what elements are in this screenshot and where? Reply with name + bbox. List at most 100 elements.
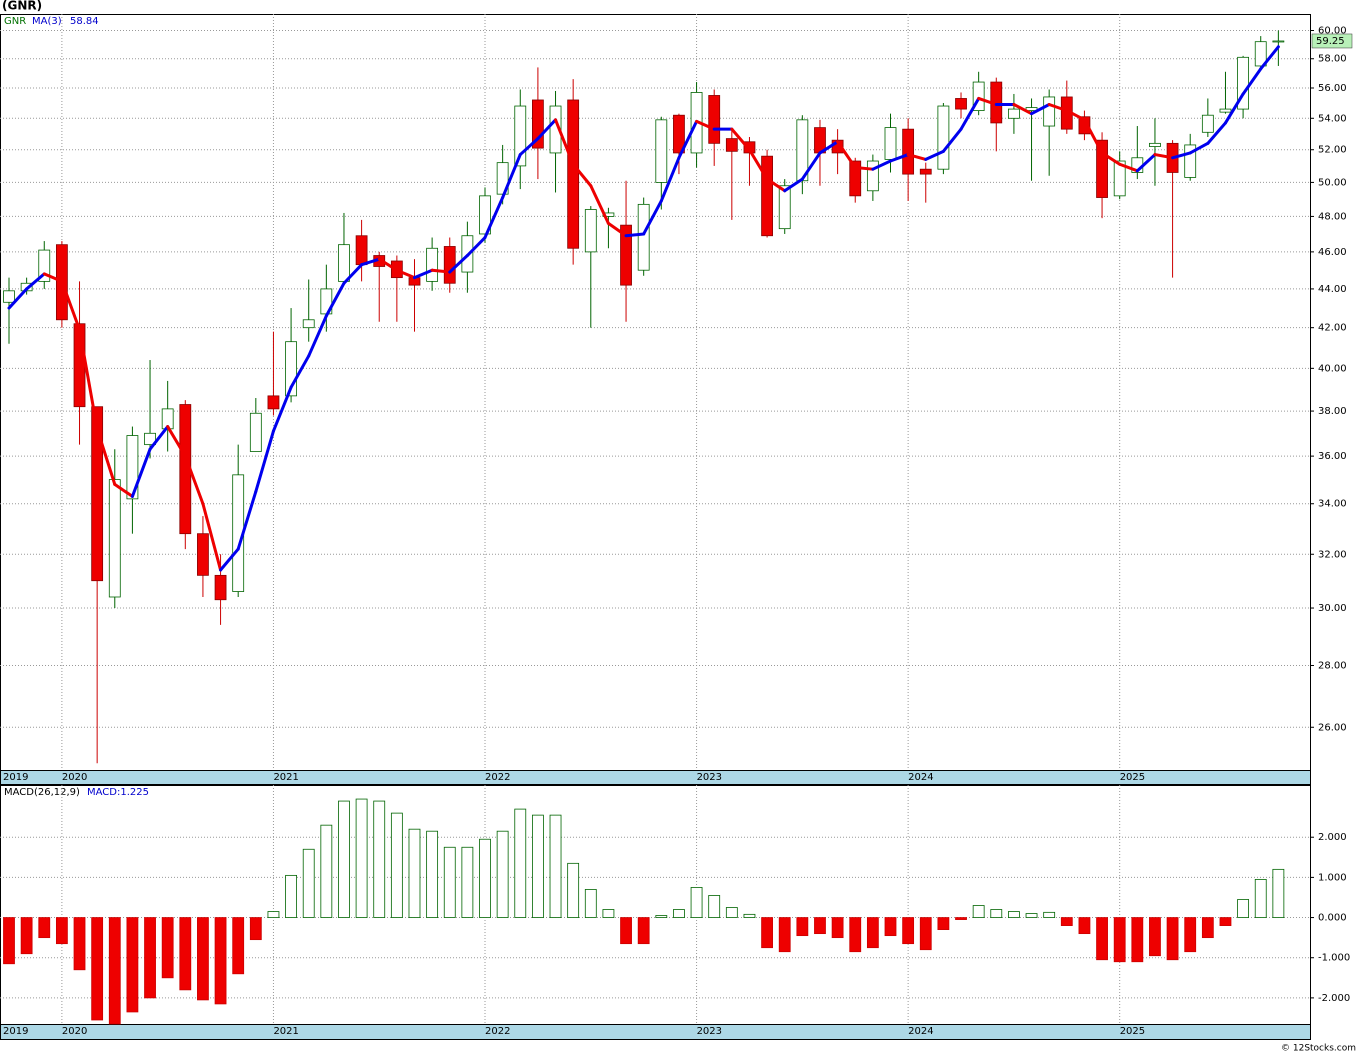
ma-segment xyxy=(95,427,117,486)
ma-segment xyxy=(959,96,981,131)
candle-body xyxy=(126,435,139,500)
ma-segment xyxy=(889,153,910,163)
date-strip xyxy=(0,1024,1311,1040)
ma-segment xyxy=(501,153,522,200)
ma-segment xyxy=(377,257,399,272)
ma-segment xyxy=(254,429,275,494)
ma-last-value: 58.84 xyxy=(70,16,99,27)
x-tick-label: 2025 xyxy=(1120,772,1145,783)
macd-bar xyxy=(584,889,597,918)
y-tick-label: 52.00 xyxy=(1318,145,1347,156)
macd-bar xyxy=(426,830,439,918)
candle-body xyxy=(919,168,932,175)
ma-segment xyxy=(113,482,134,498)
candle-body xyxy=(214,574,227,601)
x-tick-label: 2020 xyxy=(62,1026,87,1037)
macd-bar xyxy=(479,838,491,918)
ma-segment xyxy=(60,279,82,332)
candle-body xyxy=(761,155,773,237)
ma-segment xyxy=(1118,162,1139,173)
macd-bar xyxy=(355,798,368,918)
candle-body xyxy=(584,209,597,253)
ma-segment xyxy=(906,153,928,161)
macd-bar xyxy=(708,895,721,918)
macd-bar xyxy=(690,887,703,918)
x-tick-label: 2021 xyxy=(273,1026,298,1037)
ma-segment xyxy=(1135,153,1157,173)
candle-body xyxy=(144,432,156,446)
candle-body xyxy=(426,247,439,282)
macd-bar xyxy=(866,917,879,949)
macd-bar xyxy=(3,917,15,965)
ma-segment xyxy=(554,118,575,166)
candle-body xyxy=(549,105,562,154)
macd-bar xyxy=(849,917,862,953)
ma-segment xyxy=(360,257,381,267)
y-tick-label: 0.000 xyxy=(1318,913,1347,924)
macd-bar xyxy=(1272,868,1285,918)
candle-body xyxy=(197,533,209,576)
macd-bar xyxy=(549,814,562,918)
candle-body xyxy=(849,160,862,197)
macd-bar xyxy=(1184,917,1197,953)
ma-segment xyxy=(518,137,540,157)
ma-segment xyxy=(695,119,716,131)
candle-body xyxy=(778,185,791,230)
ma-segment xyxy=(977,96,998,107)
macd-bar xyxy=(126,917,139,1013)
candle-body xyxy=(1078,116,1091,135)
y-tick-label: 2.000 xyxy=(1318,832,1347,843)
symbol-legend: GNR xyxy=(4,16,26,27)
macd-bar xyxy=(55,917,68,945)
candle-body xyxy=(866,160,879,192)
macd-bar xyxy=(902,917,915,945)
candle-body xyxy=(1201,114,1214,133)
macd-bar xyxy=(532,814,544,918)
macd-bar xyxy=(214,917,227,1005)
ma-segment xyxy=(395,268,416,280)
ma-segment xyxy=(324,281,346,318)
y-tick-label: 58.00 xyxy=(1318,54,1347,65)
y-tick-label: 48.00 xyxy=(1318,211,1347,222)
macd-bar xyxy=(91,917,104,1021)
ma-segment xyxy=(130,447,152,498)
macd-bar xyxy=(1078,917,1091,935)
macd-bar xyxy=(567,862,580,918)
ma-segment xyxy=(730,127,751,152)
last-price-label: 59.25 xyxy=(1316,36,1345,47)
macd-bar xyxy=(514,808,527,918)
ma-segment xyxy=(941,127,963,153)
candle-body xyxy=(673,114,685,154)
ma-segment xyxy=(624,232,646,238)
macd-bar xyxy=(1008,911,1020,918)
date-strip xyxy=(0,770,1311,785)
ma-segment xyxy=(1030,103,1051,116)
ma-segment xyxy=(924,149,945,161)
ma-segment xyxy=(412,268,434,280)
candle-body xyxy=(1254,41,1267,67)
candle-body xyxy=(1008,108,1020,119)
ma-segment xyxy=(483,196,505,240)
candle-body xyxy=(338,244,350,282)
y-tick-label: 34.00 xyxy=(1318,499,1347,510)
ma-segment xyxy=(783,177,804,193)
y-tick-label: 60.00 xyxy=(1318,25,1347,36)
macd-bar xyxy=(249,917,262,941)
ma-segment xyxy=(659,156,681,203)
ma-segment xyxy=(430,268,452,274)
candle-body xyxy=(1272,40,1285,43)
ma-segment xyxy=(1206,121,1227,145)
ma-segment xyxy=(201,502,223,572)
y-tick-label: 40.00 xyxy=(1318,363,1347,374)
y-tick-label: 54.00 xyxy=(1318,113,1347,124)
macd-bar xyxy=(267,911,280,918)
candle-body xyxy=(1149,142,1161,147)
macd-bar xyxy=(496,830,509,918)
candle-body xyxy=(1219,108,1232,113)
y-tick-label: -2.000 xyxy=(1318,993,1350,1004)
candle-body xyxy=(620,224,632,286)
candle-body xyxy=(1184,144,1197,178)
x-tick-label: 2019 xyxy=(3,1026,28,1037)
